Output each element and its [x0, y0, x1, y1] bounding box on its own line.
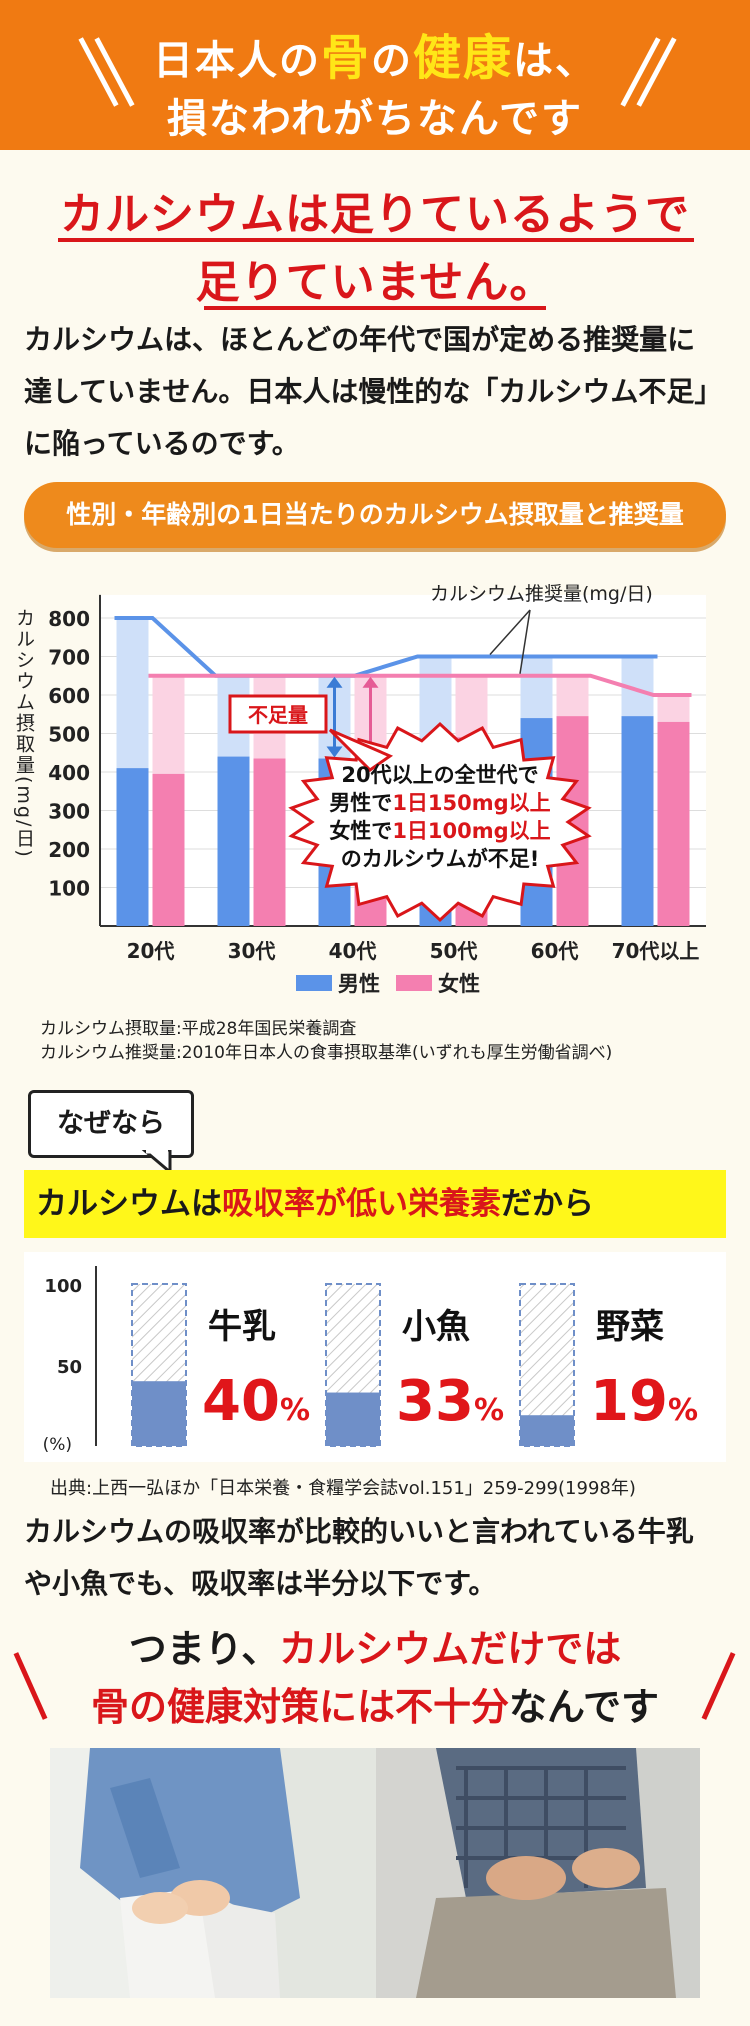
- back-pain-photo: [376, 1748, 700, 1998]
- reason-band: カルシウムは吸収率が低い栄養素だから: [24, 1170, 726, 1238]
- why-speech-box: なぜなら: [28, 1090, 194, 1158]
- female-intake-bar: [657, 721, 690, 926]
- male-shortfall-arrow-head: [326, 676, 343, 688]
- burst-line-4: のカルシウムが不足!: [341, 847, 540, 871]
- male-recommended-line: [114, 616, 658, 678]
- intake-ytick-label: 300: [48, 800, 90, 824]
- absorb-value: 33: [396, 1369, 474, 1434]
- absorb-category-label: 牛乳: [208, 1307, 276, 1347]
- burst-line-1: 20代以上の全世代で: [341, 763, 538, 787]
- absorb-value: 19: [590, 1369, 668, 1434]
- absorb-category-label: 野菜: [596, 1307, 664, 1347]
- burst-male-amount: 1日150mg以上: [392, 791, 550, 815]
- burst-line-2: 男性で1日150mg以上: [329, 791, 550, 815]
- male-shortfall-arrow-head: [326, 746, 343, 758]
- recommended-leader: [519, 609, 531, 674]
- male-intake-bar: [217, 756, 250, 926]
- intake-category-label: 30代: [228, 939, 276, 963]
- absorption-chart: 100 50 (%) 牛乳 40% 小魚 33% 野菜 19%: [24, 1252, 726, 1462]
- male-intake-bar: [116, 768, 149, 926]
- absorb-bar: [132, 1381, 186, 1446]
- intake-category-label: 70代以上: [612, 939, 700, 963]
- header-line-2: 損なわれがちなんです: [167, 96, 583, 142]
- intake-y-axis-label: カルシウム摂取量(mg/日): [13, 608, 35, 859]
- burst-female: 女性で: [329, 819, 392, 843]
- burst-female-amount: 1日100mg以上: [392, 819, 550, 843]
- intake-ytick-label: 700: [48, 646, 90, 670]
- burst-line-3: 女性で1日100mg以上: [329, 819, 550, 843]
- shortfall-label-box: [228, 694, 328, 734]
- female-shortfall-arrow-head: [362, 676, 379, 688]
- knee-pain-photo: [50, 1748, 376, 1998]
- absorb-ytick-label: 100: [44, 1276, 82, 1297]
- absorb-value-label: 33%: [396, 1369, 504, 1434]
- intake-chart: 100 200 300 400 500 600 700 800 カルシウム摂取量(mg/日) 20…: [13, 583, 706, 996]
- male-intake-bar: [621, 716, 654, 926]
- absorb-ytick-label: 50: [57, 1357, 82, 1378]
- why-speech-tail: [141, 1150, 172, 1174]
- absorb-category-label: 小魚: [402, 1307, 470, 1347]
- source-intake: カルシウム摂取量:平成28年国民栄養調査: [40, 1019, 357, 1039]
- source-absorption: 出典:上西一弘ほか「日本栄養・食糧学会誌vol.151」259-299(1998…: [50, 1478, 636, 1499]
- shortfall-label: 不足量: [248, 703, 308, 727]
- intake-ytick-label: 600: [48, 684, 90, 708]
- starburst-pointer: [328, 728, 394, 772]
- intake-category-label: 60代: [531, 939, 579, 963]
- source-recommended: カルシウム推奨量:2010年日本人の食事摂取基準(いずれも厚生労働省調べ): [40, 1043, 613, 1063]
- recommended-leader: [489, 609, 531, 656]
- intro-paragraph: カルシウムは、ほとんどの年代で国が定める推奨量に 達していません。日本人は慢性的…: [24, 323, 723, 460]
- chart-title-pill: 性別・年齢別の1日当たりのカルシウム摂取量と推奨量: [24, 482, 726, 548]
- legend-female-label: 女性: [438, 972, 480, 996]
- header-line-1: 日本人の骨の健康は、: [152, 30, 598, 86]
- intake-ytick-label: 100: [48, 877, 90, 901]
- legend-female-swatch: [396, 975, 432, 991]
- shortfall-starburst: [288, 721, 592, 923]
- absorb-y-unit: (%): [43, 1435, 72, 1455]
- headline-line-1: カルシウムは足りているようで: [60, 189, 690, 240]
- absorb-bar: [520, 1415, 574, 1446]
- absorb-value: 40: [202, 1369, 280, 1434]
- recommended-line-label: カルシウム推奨量(mg/日): [430, 583, 653, 605]
- headline-underline-1: [58, 238, 694, 242]
- intake-ytick-label: 400: [48, 761, 90, 785]
- conclusion-line-2: 骨の健康対策には不十分なんです: [90, 1685, 660, 1729]
- absorb-bar: [326, 1392, 380, 1446]
- female-intake-bar: [152, 773, 185, 926]
- female-intake-bar: [253, 758, 286, 926]
- intake-category-label: 20代: [127, 939, 175, 963]
- absorption-paragraph: カルシウムの吸収率が比較的いいと言われている牛乳 や小魚でも、吸収率は半分以下で…: [24, 1515, 694, 1600]
- burst-male: 男性で: [329, 791, 392, 815]
- intake-ytick-label: 800: [48, 607, 90, 631]
- intake-ytick-label: 200: [48, 838, 90, 862]
- intake-ytick-label: 500: [48, 723, 90, 747]
- absorb-value-suffix: %: [280, 1393, 310, 1428]
- absorb-value-suffix: %: [474, 1393, 504, 1428]
- absorb-value-label: 40%: [202, 1369, 310, 1434]
- legend-male-swatch: [296, 975, 332, 991]
- intake-category-label: 50代: [430, 939, 478, 963]
- female-recommended-line: [148, 673, 692, 697]
- legend-male-label: 男性: [338, 972, 380, 996]
- intake-category-label: 40代: [329, 939, 377, 963]
- conclusion-line-1: つまり、カルシウムだけでは: [128, 1627, 622, 1671]
- absorb-value-suffix: %: [668, 1393, 698, 1428]
- header-banner: [0, 0, 750, 150]
- absorb-value-label: 19%: [590, 1369, 698, 1434]
- headline-line-2: 足りていません。: [195, 257, 555, 308]
- headline-underline-2: [204, 306, 546, 310]
